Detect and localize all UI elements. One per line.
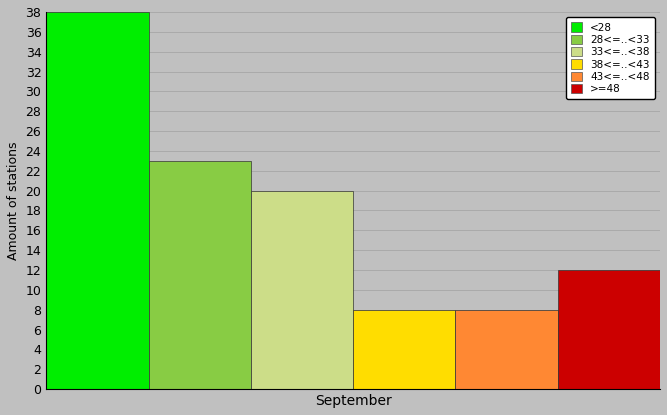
Y-axis label: Amount of stations: Amount of stations — [7, 142, 20, 260]
Bar — [46, 12, 149, 389]
Bar — [456, 310, 558, 389]
Bar — [251, 190, 353, 389]
Bar — [353, 310, 456, 389]
Bar — [149, 161, 251, 389]
Bar — [558, 270, 660, 389]
Legend: <28, 28<=..<33, 33<=..<38, 38<=..<43, 43<=..<48, >=48: <28, 28<=..<33, 33<=..<38, 38<=..<43, 43… — [566, 17, 655, 99]
